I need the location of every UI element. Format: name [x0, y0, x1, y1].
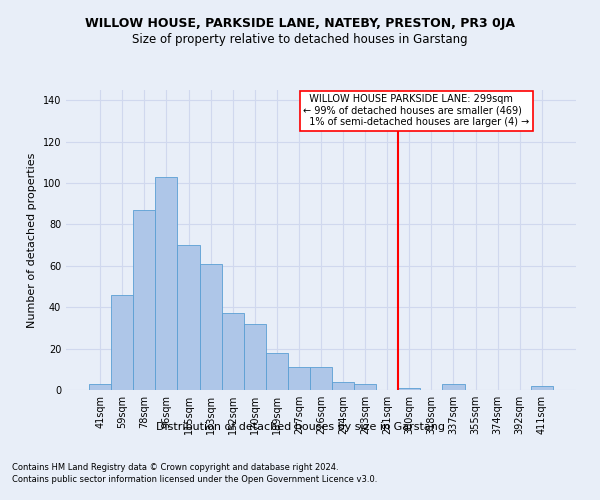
Bar [244, 324, 266, 390]
Bar [531, 386, 553, 390]
Text: Contains HM Land Registry data © Crown copyright and database right 2024.: Contains HM Land Registry data © Crown c… [12, 464, 338, 472]
Bar [155, 177, 178, 390]
Text: Contains public sector information licensed under the Open Government Licence v3: Contains public sector information licen… [12, 475, 377, 484]
Bar [288, 367, 310, 390]
Text: WILLOW HOUSE PARKSIDE LANE: 299sqm
← 99% of detached houses are smaller (469)
  : WILLOW HOUSE PARKSIDE LANE: 299sqm ← 99%… [304, 94, 530, 128]
Bar [354, 384, 376, 390]
Bar [266, 353, 288, 390]
Bar [221, 314, 244, 390]
Bar [111, 295, 133, 390]
Bar [178, 245, 200, 390]
Text: Distribution of detached houses by size in Garstang: Distribution of detached houses by size … [155, 422, 445, 432]
Bar [89, 384, 111, 390]
Bar [310, 367, 332, 390]
Bar [133, 210, 155, 390]
Y-axis label: Number of detached properties: Number of detached properties [27, 152, 37, 328]
Text: WILLOW HOUSE, PARKSIDE LANE, NATEBY, PRESTON, PR3 0JA: WILLOW HOUSE, PARKSIDE LANE, NATEBY, PRE… [85, 18, 515, 30]
Bar [200, 264, 221, 390]
Bar [332, 382, 354, 390]
Text: Size of property relative to detached houses in Garstang: Size of property relative to detached ho… [132, 32, 468, 46]
Bar [398, 388, 421, 390]
Bar [442, 384, 464, 390]
